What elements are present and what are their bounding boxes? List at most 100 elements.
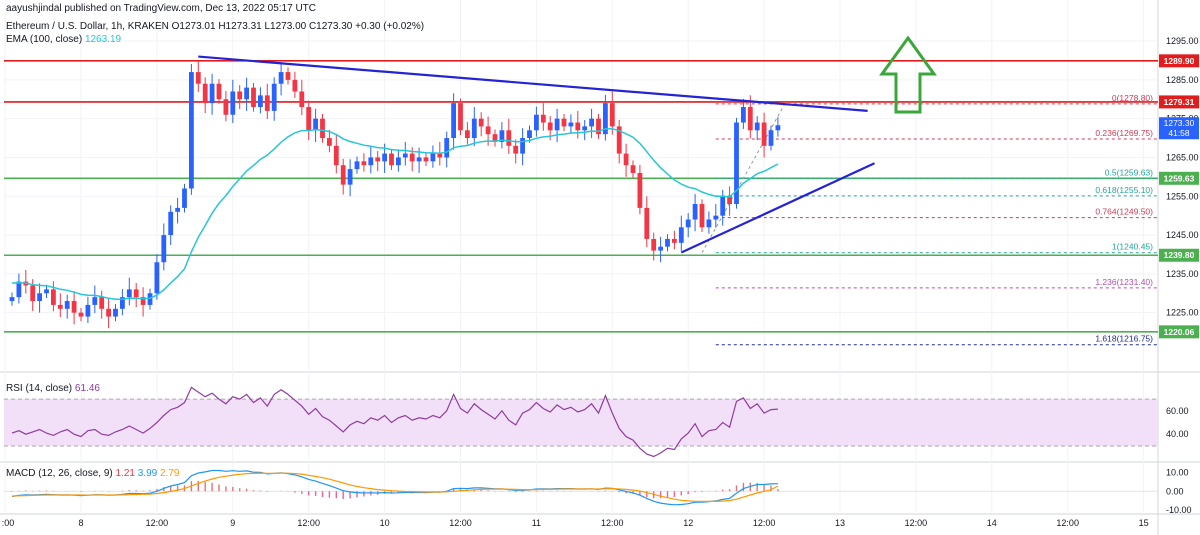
candle-body bbox=[465, 130, 470, 139]
candle-body bbox=[741, 107, 746, 123]
macd-signal-line bbox=[11, 472, 779, 502]
published-header: aayushjindal published on TradingView.co… bbox=[6, 3, 317, 14]
candle-body bbox=[402, 153, 408, 158]
candle-body bbox=[71, 301, 77, 313]
candle-body bbox=[251, 87, 256, 108]
symbol-title: Ethereum / U.S. Dollar, 1h, KRAKEN bbox=[6, 21, 169, 32]
rsi-tick-label: 60.00 bbox=[1166, 406, 1189, 416]
price-tick-label: 1295.00 bbox=[1166, 36, 1199, 46]
candle-body bbox=[168, 211, 174, 236]
fib-label-0.236: 0.236(1269.75) bbox=[1095, 128, 1153, 138]
candle-body bbox=[264, 95, 270, 111]
candle-body bbox=[126, 289, 132, 298]
candle-body bbox=[458, 103, 463, 131]
candle-body bbox=[775, 125, 781, 131]
candle-body bbox=[244, 87, 249, 100]
fib-label-1: 1(1240.45) bbox=[1112, 242, 1153, 252]
candle-body bbox=[437, 153, 443, 158]
level-tag-resistance-1279-31 bbox=[1159, 95, 1199, 109]
candle-body bbox=[471, 118, 477, 139]
candle-body bbox=[409, 153, 415, 162]
time-tick-label: 12 bbox=[683, 518, 693, 528]
candle-body bbox=[271, 83, 277, 111]
candle-body bbox=[133, 289, 139, 298]
time-tick-label: 12:00 bbox=[146, 518, 169, 528]
candle-body bbox=[51, 289, 56, 305]
price-tick-label: 1265.00 bbox=[1166, 152, 1199, 162]
candle-body bbox=[237, 91, 243, 100]
candle-body bbox=[299, 91, 305, 108]
candle-body bbox=[423, 157, 429, 162]
candle-body bbox=[120, 297, 125, 309]
candle-body bbox=[540, 114, 546, 123]
candle-body bbox=[57, 304, 63, 309]
candle-body bbox=[182, 188, 187, 208]
candle-body bbox=[361, 161, 367, 166]
bearish-trend-line bbox=[198, 55, 868, 112]
candle-body bbox=[692, 204, 698, 220]
candle-body bbox=[665, 238, 670, 247]
candle-body bbox=[568, 122, 574, 127]
macd-hist-value: 1.21 bbox=[115, 468, 135, 479]
ema-line bbox=[11, 127, 779, 300]
candle-body bbox=[340, 165, 346, 185]
candle-body bbox=[506, 130, 512, 146]
level-tag-support-1259-63 bbox=[1159, 171, 1199, 185]
candle-body bbox=[520, 138, 525, 154]
candle-body bbox=[113, 308, 118, 317]
level-tag-label: 1279.31 bbox=[1164, 97, 1195, 107]
time-tick-label: 10 bbox=[380, 518, 390, 528]
fib-diagonal bbox=[701, 103, 786, 253]
candle-body bbox=[223, 99, 229, 115]
candle-body bbox=[554, 118, 560, 131]
time-tick-label: 12:00 bbox=[601, 518, 624, 528]
rsi-legend: RSI (14, close) 61.46 bbox=[6, 383, 100, 394]
rsi-band bbox=[4, 399, 1158, 446]
candle-body bbox=[492, 134, 498, 142]
candle-body bbox=[747, 107, 753, 131]
candle-body bbox=[651, 238, 657, 251]
fib-label-1.236: 1.236(1231.40) bbox=[1095, 277, 1153, 287]
time-tick-label: :00 bbox=[2, 518, 15, 528]
candle-body bbox=[768, 130, 774, 146]
candle-body bbox=[761, 122, 767, 146]
price-tick-label: 1285.00 bbox=[1166, 75, 1199, 85]
candle-body bbox=[527, 130, 532, 139]
candle-body bbox=[106, 308, 111, 317]
current-price-tag bbox=[1159, 117, 1199, 140]
candle-body bbox=[389, 153, 394, 166]
candle-body bbox=[396, 157, 401, 166]
candle-body bbox=[630, 165, 636, 173]
level-tag-support-1239-80 bbox=[1159, 248, 1199, 262]
fib-label-1.618: 1.618(1216.75) bbox=[1095, 334, 1153, 344]
macd-label: MACD (12, 26, close, 9) bbox=[6, 468, 113, 479]
candle-body bbox=[547, 122, 553, 131]
fib-label-0.5: 0.5(1259.63) bbox=[1105, 167, 1153, 177]
candle-body bbox=[513, 145, 519, 154]
candle-body bbox=[175, 207, 180, 212]
time-tick-label: 13 bbox=[835, 518, 845, 528]
time-tick-label: 14 bbox=[987, 518, 997, 528]
candle-body bbox=[327, 138, 332, 146]
candle-body bbox=[699, 204, 705, 228]
level-tag-label: 1259.63 bbox=[1164, 173, 1195, 183]
candle-body bbox=[189, 72, 194, 189]
candle-body bbox=[92, 297, 98, 305]
level-tag-label: 1239.80 bbox=[1164, 250, 1195, 260]
ema-value: 1263.19 bbox=[84, 34, 122, 45]
candle-body bbox=[678, 227, 684, 243]
candle-body bbox=[727, 196, 732, 205]
candle-body bbox=[202, 83, 208, 104]
rsi-tick-label: 40.00 bbox=[1166, 429, 1189, 439]
candle-body bbox=[609, 103, 615, 127]
candle-body bbox=[216, 83, 222, 100]
rsi-value: 61.46 bbox=[74, 383, 100, 394]
level-tag-support-1220-06 bbox=[1159, 325, 1199, 339]
time-tick-label: 9 bbox=[230, 518, 235, 528]
price-tick-label: 1235.00 bbox=[1166, 269, 1199, 279]
candle-body bbox=[154, 262, 160, 294]
price-tick-label: 1245.00 bbox=[1166, 230, 1199, 240]
time-tick-label: 12:00 bbox=[449, 518, 472, 528]
candle-body bbox=[292, 79, 298, 92]
